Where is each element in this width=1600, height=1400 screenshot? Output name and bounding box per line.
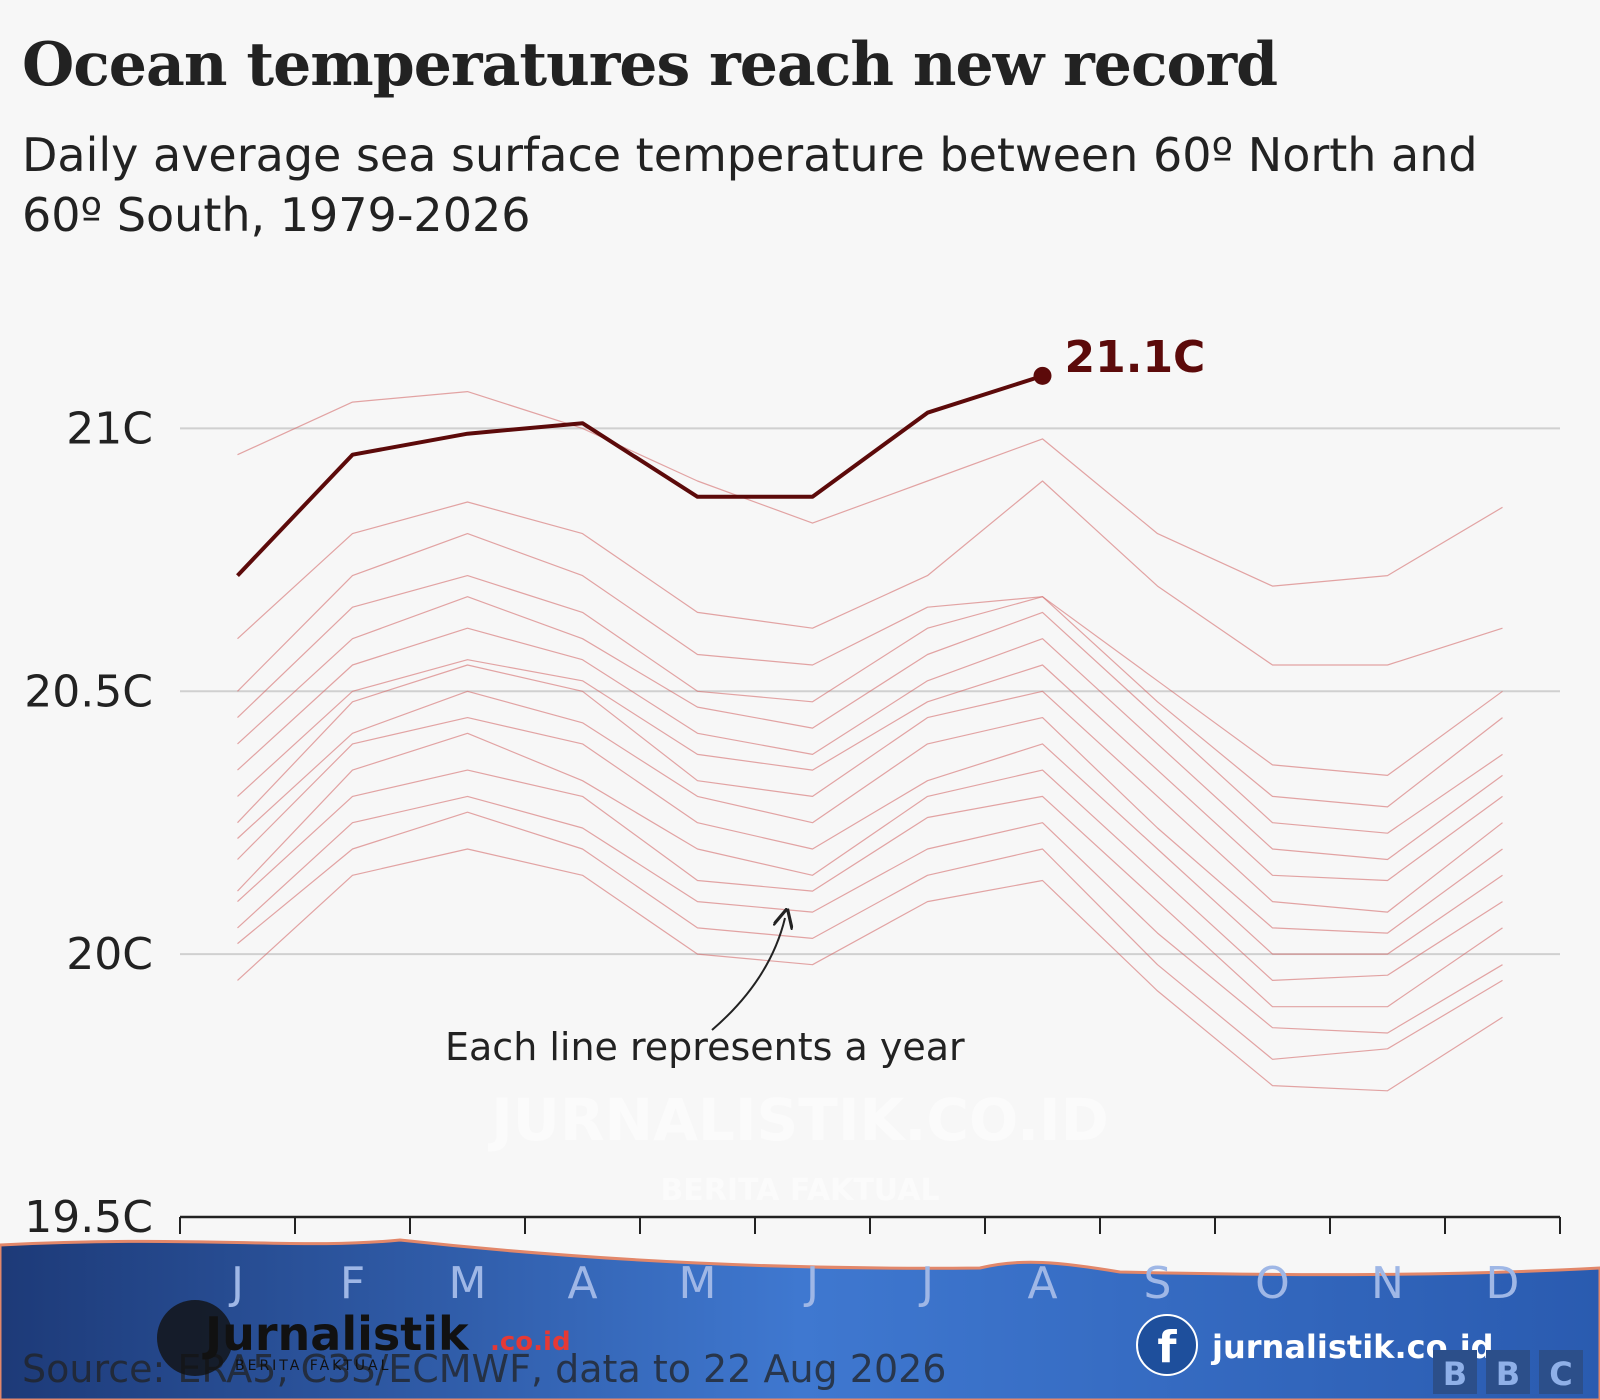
y-tick-label: 20.5C [24,666,153,717]
year-line [237,732,1503,981]
bbc-letter: B [1496,1355,1520,1393]
year-line [237,391,1503,587]
x-tick-label: F [340,1258,365,1309]
bbc-box [1486,1350,1530,1394]
social-icon: f [1157,1322,1177,1373]
x-tick-label: J [228,1258,244,1309]
watermark: JURNALISTIK.CO.ID [487,1086,1109,1154]
logo-domain: .co.id [490,1327,571,1357]
logo-name: Jurnalistik [202,1307,470,1361]
logo-tagline: BERITA FAKTUAL [235,1358,391,1374]
chart-subtitle: Daily average sea surface temperature be… [22,128,1478,242]
bbc-box [1539,1350,1583,1394]
logo-mark [157,1300,233,1376]
year-line [237,480,1503,666]
year-line [237,717,1503,955]
x-tick-label: J [918,1258,934,1309]
x-tick-label: A [1027,1258,1057,1309]
year-line [237,664,1503,913]
x-tick-label: N [1371,1258,1404,1309]
annotation-arrow [711,918,785,1031]
x-tick-label: S [1144,1258,1172,1309]
year-line [237,690,1503,934]
x-tick-label: O [1255,1258,1290,1309]
year-line [237,533,1503,776]
y-tick-label: 21C [66,403,153,454]
year-line [237,659,1503,882]
x-tick-label: J [803,1258,819,1309]
lines: 21.1C [236,332,1503,1092]
chart-title: Ocean temperatures reach new record [22,30,1278,100]
bbc-letter: B [1443,1355,1467,1393]
year-line [236,373,1044,577]
watermark-tagline: BERITA FAKTUAL [660,1173,939,1208]
x-tick-label: D [1486,1258,1520,1309]
bbc-letter: C [1549,1355,1572,1393]
year-line [237,795,1503,1034]
year-line [237,627,1503,861]
value-label: 21.1C [1065,332,1206,383]
bbc-box [1433,1350,1477,1394]
banner [0,1238,1600,1400]
year-line [237,769,1503,1008]
social-icon-bg [1136,1314,1198,1376]
x-tick-label: M [449,1258,487,1309]
annotation: Each line represents a year [445,1025,965,1069]
end-point [1033,366,1052,385]
year-line [237,575,1503,808]
year-line [237,596,1503,834]
year-line [237,811,1503,1060]
x-tick-label: A [567,1258,597,1309]
y-tick-label: 20C [66,929,153,980]
x-tick-label: M [679,1258,717,1309]
y-tick-label: 19.5C [24,1192,153,1243]
year-line [237,848,1503,1092]
